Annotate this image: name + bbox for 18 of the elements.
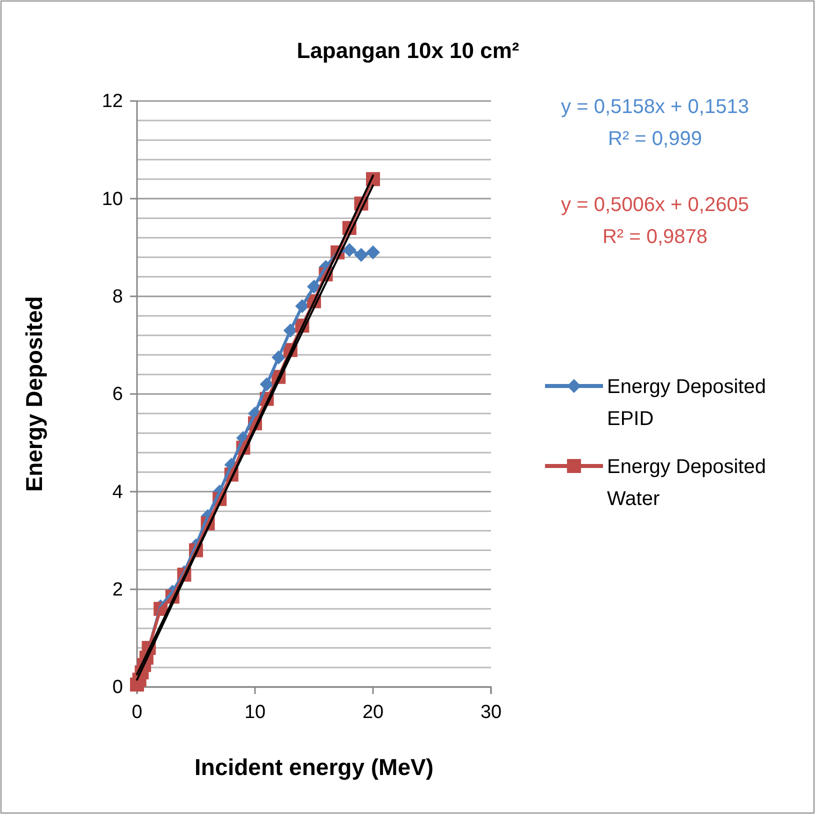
x-axis-title: Incident energy (MeV) (194, 754, 434, 780)
x-tick-label: 20 (362, 702, 384, 723)
x-tick-label: 0 (132, 702, 142, 723)
y-tick-label: 12 (102, 91, 123, 112)
y-tick-label: 10 (102, 188, 123, 210)
y-tick-label: 2 (112, 579, 123, 600)
y-tick-label: 6 (112, 384, 123, 406)
y-axis-title: Energy Deposited (21, 296, 47, 492)
x-tick-label: 10 (244, 702, 266, 723)
y-tick-label: 8 (112, 286, 123, 308)
y-tick-label: 4 (112, 482, 124, 503)
x-tick-label: 30 (480, 702, 502, 723)
legend-label: Energy Deposited EPID (607, 376, 766, 430)
chart-title: Lapangan 10x 10 cm² (296, 38, 520, 63)
text: y = 0,5006x + 0,2605 R² = 0,9878 (561, 194, 749, 248)
text: y = 0,5158x + 0,1513 R² = 0,999 (561, 96, 749, 150)
y-tick-label: 0 (112, 677, 123, 698)
legend-label: Energy Deposited Water (607, 456, 766, 510)
